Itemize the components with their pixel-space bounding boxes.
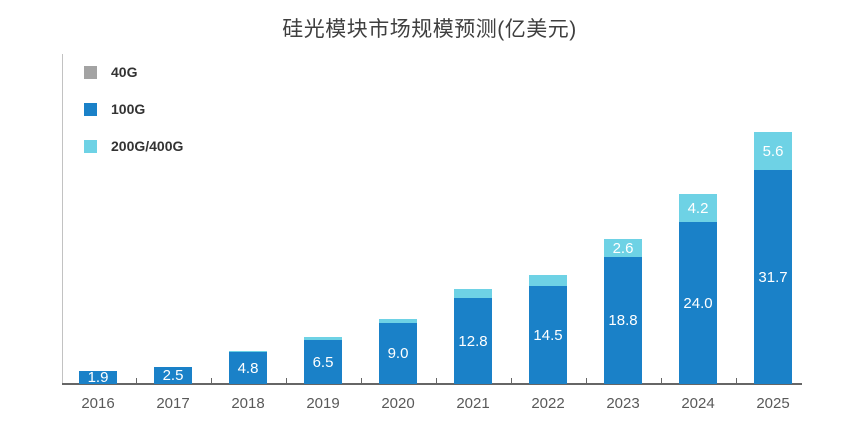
bar-value-label-200g-400g-2025: 5.6 [762,142,784,160]
x-axis-tick [135,378,137,384]
x-tick-label-2020: 2020 [381,395,415,412]
bar-value-label-100g-2024: 24.0 [683,294,713,312]
x-axis-tick [510,378,512,384]
bar-value-label-100g-2016: 1.9 [87,369,109,386]
x-tick-label-2016: 2016 [81,395,115,412]
legend-item-40g: 40G [84,64,183,80]
bar-value-label-100g-2025: 31.7 [758,268,788,286]
legend-swatch-100g [84,102,97,116]
bar-value-label-100g-2020: 9.0 [387,345,409,362]
x-tick-label-2018: 2018 [231,395,265,412]
bar-segment-100g-2023: 18.8 [604,257,642,384]
legend-swatch-200g-400g [84,139,97,153]
legend-label-40g: 40G [111,64,138,80]
x-axis-tick [735,378,737,384]
bar-value-label-100g-2021: 12.8 [458,332,488,350]
bar-value-label-100g-2017: 2.5 [162,367,184,384]
legend-label-100g: 100G [111,101,146,117]
bar-segment-100g-2024: 24.0 [679,222,717,384]
bar-segment-100g-2021: 12.8 [454,298,492,384]
chart-title: 硅光模块市场规模预测(亿美元) [282,18,577,41]
bar-segment-100g-2018: 4.8 [229,352,267,384]
x-tick-label-2019: 2019 [306,395,340,412]
legend-item-200g-400g: 200G/400G [84,138,183,154]
bar-value-label-100g-2019: 6.5 [312,353,334,371]
bar-segment-100g-2025: 31.7 [754,170,792,384]
bar-segment-200g-400g-2019 [304,337,342,340]
x-axis-tick [285,378,287,384]
bar-value-label-100g-2018: 4.8 [237,359,259,377]
x-axis-tick [210,378,212,384]
legend: 40G 100G 200G/400G [84,64,183,175]
x-tick-label-2025: 2025 [756,395,790,412]
x-axis-tick [435,378,437,384]
x-tick-label-2024: 2024 [681,395,715,412]
y-axis-line [62,54,63,384]
bar-segment-100g-2016: 1.9 [79,369,117,386]
x-axis-tick [360,378,362,384]
bar-value-label-100g-2022: 14.5 [533,326,563,344]
bar-value-label-200g-400g-2023: 2.6 [612,239,634,257]
bar-segment-200g-400g-2021 [454,289,492,298]
bar-value-label-200g-400g-2024: 4.2 [687,199,709,217]
x-axis-tick [585,378,587,384]
bar-segment-200g-400g-2024: 4.2 [679,194,717,222]
x-tick-label-2023: 2023 [606,395,640,412]
x-tick-label-2021: 2021 [456,395,490,412]
bar-value-label-100g-2023: 18.8 [608,312,638,329]
legend-swatch-40g [84,65,97,79]
x-tick-label-2022: 2022 [531,395,565,412]
bar-segment-200g-400g-2018 [229,351,267,352]
x-axis-tick [660,378,662,384]
bar-segment-100g-2017: 2.5 [154,367,192,384]
bar-segment-100g-2022: 14.5 [529,286,567,384]
x-axis-line [62,383,802,385]
bar-segment-200g-400g-2020 [379,319,417,323]
bar-segment-100g-2020: 9.0 [379,323,417,384]
bar-segment-100g-2019: 6.5 [304,340,342,384]
bar-segment-200g-400g-2025: 5.6 [754,132,792,170]
legend-item-100g: 100G [84,101,183,117]
x-tick-label-2017: 2017 [156,395,190,412]
legend-label-200g-400g: 200G/400G [111,138,184,154]
bar-segment-200g-400g-2023: 2.6 [604,239,642,257]
bar-segment-200g-400g-2022 [529,275,567,286]
